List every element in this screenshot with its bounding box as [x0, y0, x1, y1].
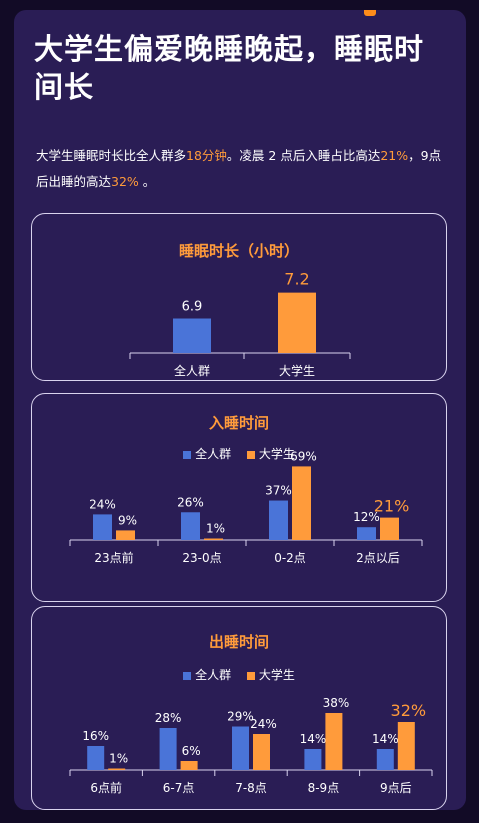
data-label: 29% — [227, 710, 254, 724]
legend-item-all: 全人群 — [183, 445, 231, 462]
data-label: 37% — [265, 484, 292, 498]
bar-student — [380, 517, 399, 540]
data-label: 14% — [300, 732, 327, 746]
x-tick-label: 6点前 — [90, 780, 122, 795]
bar-all — [87, 746, 105, 770]
intro-text: 大学生睡眠时长比全人群多18分钟。凌晨 2 点后入睡占比高达21%，9点后出睡的… — [36, 143, 446, 195]
legend-item-all: 全人群 — [183, 666, 231, 683]
intro-part-2: 。凌晨 2 点后入睡占比高达 — [226, 148, 381, 163]
intro-part-3: ，9点后出睡的高达 — [36, 148, 442, 189]
data-label: 1% — [206, 522, 225, 536]
legend-swatch-student — [246, 671, 255, 680]
bar-student — [397, 722, 415, 770]
bedtime-title: 入睡时间 — [208, 414, 269, 432]
x-tick-label: 8-9点 — [308, 781, 340, 795]
data-label: 12% — [353, 510, 380, 524]
x-tick-label: 0-2点 — [274, 551, 306, 565]
sleep-duration-panel: 睡眠时长（小时） 6.9 全人群 7.2 大学生 — [31, 213, 447, 381]
legend-swatch-student — [246, 450, 255, 459]
x-tick-label: 9点后 — [380, 781, 412, 795]
legend-item-student: 大学生 — [246, 666, 295, 683]
accent-tab — [364, 10, 376, 16]
wake-time-panel: 出睡时间 全人群 大学生 16% 1% 6点前 28% 6% 6-7点 29% 24% 7-8点… — [31, 606, 447, 810]
bar-student — [180, 761, 198, 770]
data-label: 1% — [109, 752, 128, 766]
x-tick-label: 2点以后 — [356, 551, 400, 565]
bedtime-panel: 入睡时间 全人群 大学生 24% 9% 23点前 26% 1% 23-0点 37% 69% 0-… — [31, 393, 447, 602]
bar-student — [278, 292, 316, 353]
data-label: 6% — [182, 744, 201, 758]
intro-part-4: 。 — [138, 174, 156, 189]
bar-all — [232, 726, 249, 770]
data-label: 7.2 — [284, 270, 309, 289]
bar-all — [181, 512, 200, 540]
data-label: 24% — [89, 497, 116, 511]
wake-time-legend: 全人群 大学生 — [32, 666, 446, 683]
bar-student — [253, 734, 270, 770]
x-tick-label: 全人群 — [174, 363, 210, 378]
data-label: 9% — [118, 513, 137, 527]
bedtime-chart: 24%9% 23点前 26%1% 23-0点 37% 69% 0-2点 12%21% 2点以后 — [69, 449, 423, 565]
legend-swatch-all — [183, 450, 192, 459]
wake-time-chart: 16%1% 6点前 28% 6% 6-7点 29%24% 7-8点 14% 38% 8-9点 14%… — [69, 696, 433, 795]
sleep-duration-title: 睡眠时长（小时） — [178, 242, 299, 260]
legend-item-student: 大学生 — [246, 445, 295, 462]
bedtime-legend: 全人群 大学生 — [32, 445, 446, 462]
bar-student — [325, 713, 343, 770]
data-label: 38% — [323, 696, 350, 710]
x-tick-label: 大学生 — [279, 363, 315, 378]
x-tick-label: 7-8点 — [235, 781, 267, 795]
intro-highlight-minutes: 18分钟 — [186, 148, 227, 163]
bar-all — [173, 318, 211, 353]
bar-all — [304, 749, 322, 770]
legend-label-student: 大学生 — [258, 668, 295, 682]
intro-highlight-late-sleep: 21% — [380, 148, 409, 163]
bar-student — [108, 768, 126, 770]
x-tick-label: 23-0点 — [182, 551, 221, 565]
legend-label-all: 全人群 — [195, 447, 232, 461]
bar-all — [93, 514, 112, 540]
intro-part-1: 大学生睡眠时长比全人群多 — [36, 148, 187, 163]
bar-student — [116, 530, 135, 540]
bar-all — [269, 500, 288, 540]
bar-student — [204, 538, 223, 540]
legend-label-all: 全人群 — [195, 668, 232, 682]
legend-swatch-all — [183, 671, 192, 680]
data-label: 26% — [177, 495, 204, 509]
data-label: 14% — [372, 732, 399, 746]
data-label: 24% — [250, 717, 277, 731]
data-label: 16% — [82, 729, 109, 743]
bar-all — [376, 749, 394, 770]
wake-time-title: 出睡时间 — [208, 633, 269, 651]
bar-all — [159, 728, 177, 770]
page-title: 大学生偏爱晚睡晚起，睡眠时间长 — [34, 32, 425, 104]
data-label: 6.9 — [182, 300, 203, 315]
intro-highlight-late-wake: 32% — [111, 174, 139, 189]
legend-label-student: 大学生 — [258, 447, 295, 461]
sleep-duration-chart: 6.9 全人群 7.2 大学生 — [129, 270, 351, 378]
bar-all — [357, 527, 376, 540]
x-tick-label: 23点前 — [94, 550, 133, 565]
data-label: 28% — [155, 711, 182, 725]
infographic-card: 大学生偏爱晚睡晚起，睡眠时间长 大学生睡眠时长比全人群多18分钟。凌晨 2 点后… — [14, 10, 466, 810]
x-tick-label: 6-7点 — [163, 781, 195, 795]
data-label: 21% — [374, 497, 410, 516]
data-label: 32% — [391, 701, 427, 720]
bar-student — [292, 466, 311, 540]
data-label: 69% — [290, 449, 317, 463]
